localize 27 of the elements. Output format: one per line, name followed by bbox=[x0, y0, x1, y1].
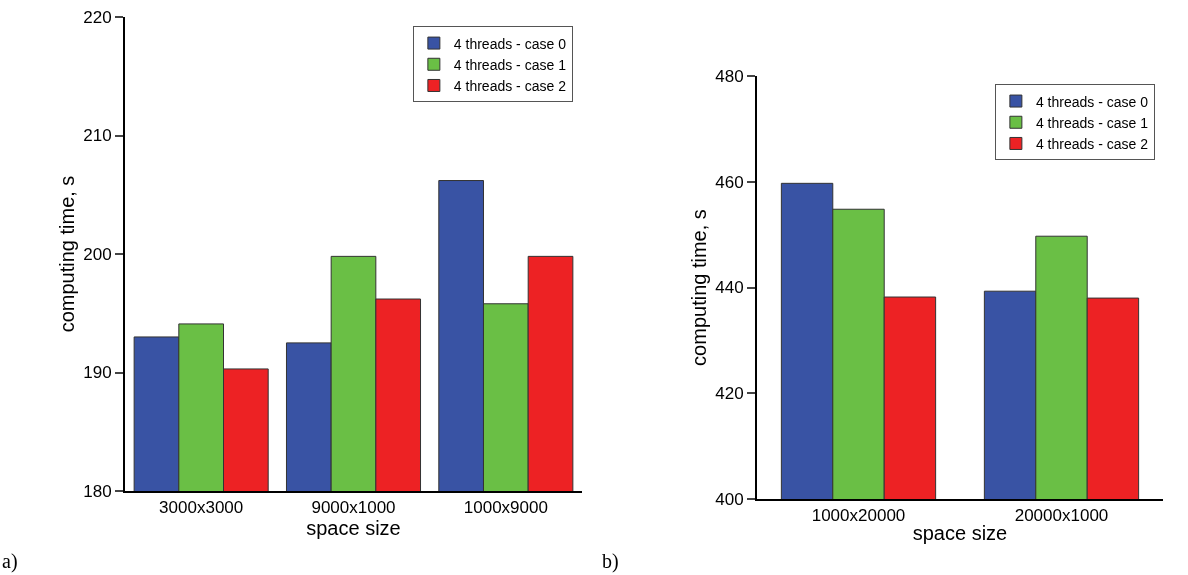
legend-label: 4 threads - case 0 bbox=[1035, 93, 1149, 110]
y-tick-label: 460 bbox=[715, 172, 744, 192]
y-tick-label: 420 bbox=[715, 384, 744, 404]
x-tick-label: 9000x1000 bbox=[311, 498, 396, 518]
text: b) bbox=[602, 550, 619, 573]
y-tick-label: 210 bbox=[83, 126, 112, 146]
legend-label: 4 threads - case 1 bbox=[1035, 114, 1149, 131]
legend-label: 4 threads - case 2 bbox=[1035, 135, 1149, 152]
y-tick-label: 200 bbox=[83, 244, 112, 264]
y-axis-title: computing time, s bbox=[56, 175, 78, 333]
y-tick-label: 440 bbox=[715, 278, 744, 298]
y-tick-label: 400 bbox=[715, 489, 744, 509]
x-axis-title: space size bbox=[912, 522, 1008, 545]
y-tick-label: 220 bbox=[83, 7, 112, 27]
x-tick-label: 1000x20000 bbox=[811, 506, 906, 526]
legend-label: 4 threads - case 1 bbox=[453, 56, 567, 73]
x-tick-label: 20000x1000 bbox=[1014, 506, 1109, 526]
x-tick-label: 1000x9000 bbox=[463, 498, 548, 518]
text: a) bbox=[2, 550, 18, 573]
legend-label: 4 threads - case 0 bbox=[453, 35, 567, 52]
x-tick-label: 3000x3000 bbox=[159, 498, 244, 518]
y-tick-label: 480 bbox=[715, 66, 744, 86]
legend-label: 4 threads - case 2 bbox=[453, 77, 567, 94]
y-tick-label: 180 bbox=[83, 481, 112, 501]
y-axis-title: computing time, s bbox=[688, 209, 710, 366]
y-tick-label: 190 bbox=[83, 363, 112, 383]
x-axis-title: space size bbox=[306, 517, 401, 540]
